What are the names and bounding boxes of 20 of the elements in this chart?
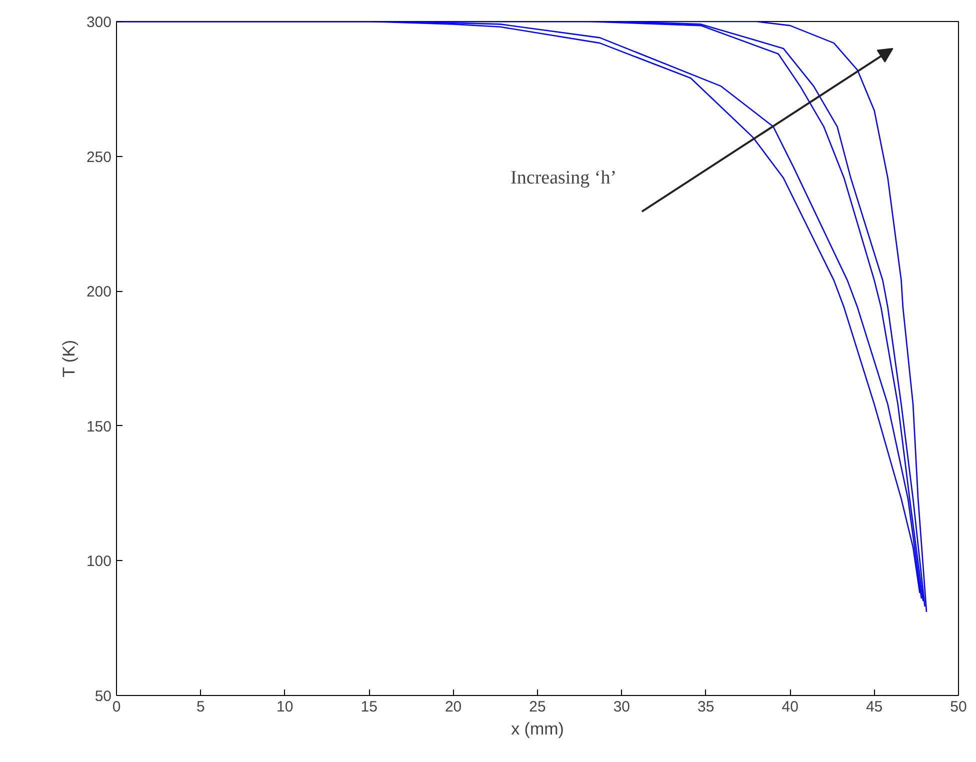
x-tick-label: 20: [444, 698, 462, 716]
x-tick-label: 50: [950, 698, 967, 716]
y-tick-label: 200: [86, 284, 112, 301]
x-tick-label: 45: [866, 698, 883, 716]
y-axis-title: T (K): [59, 340, 78, 378]
x-tick-label: 40: [782, 698, 798, 716]
x-tick-label: 30: [613, 698, 630, 716]
x-tick-label: 5: [196, 698, 205, 716]
x-tick-label: 10: [276, 698, 294, 716]
annotation: Increasing ‘h’: [510, 167, 617, 188]
y-tick-label: 250: [86, 148, 112, 166]
x-tick-label: 35: [698, 698, 714, 716]
y-tick-label: 100: [86, 553, 112, 570]
x-tick-label: 25: [529, 698, 546, 716]
x-tick-label: 0: [112, 698, 121, 716]
y-tick-label: 300: [86, 14, 112, 31]
y-tick-label: 50: [94, 688, 112, 705]
x-axis-title: x (mm): [511, 720, 564, 738]
y-tick-label: 150: [86, 418, 112, 436]
x-tick-label: 15: [360, 698, 378, 716]
